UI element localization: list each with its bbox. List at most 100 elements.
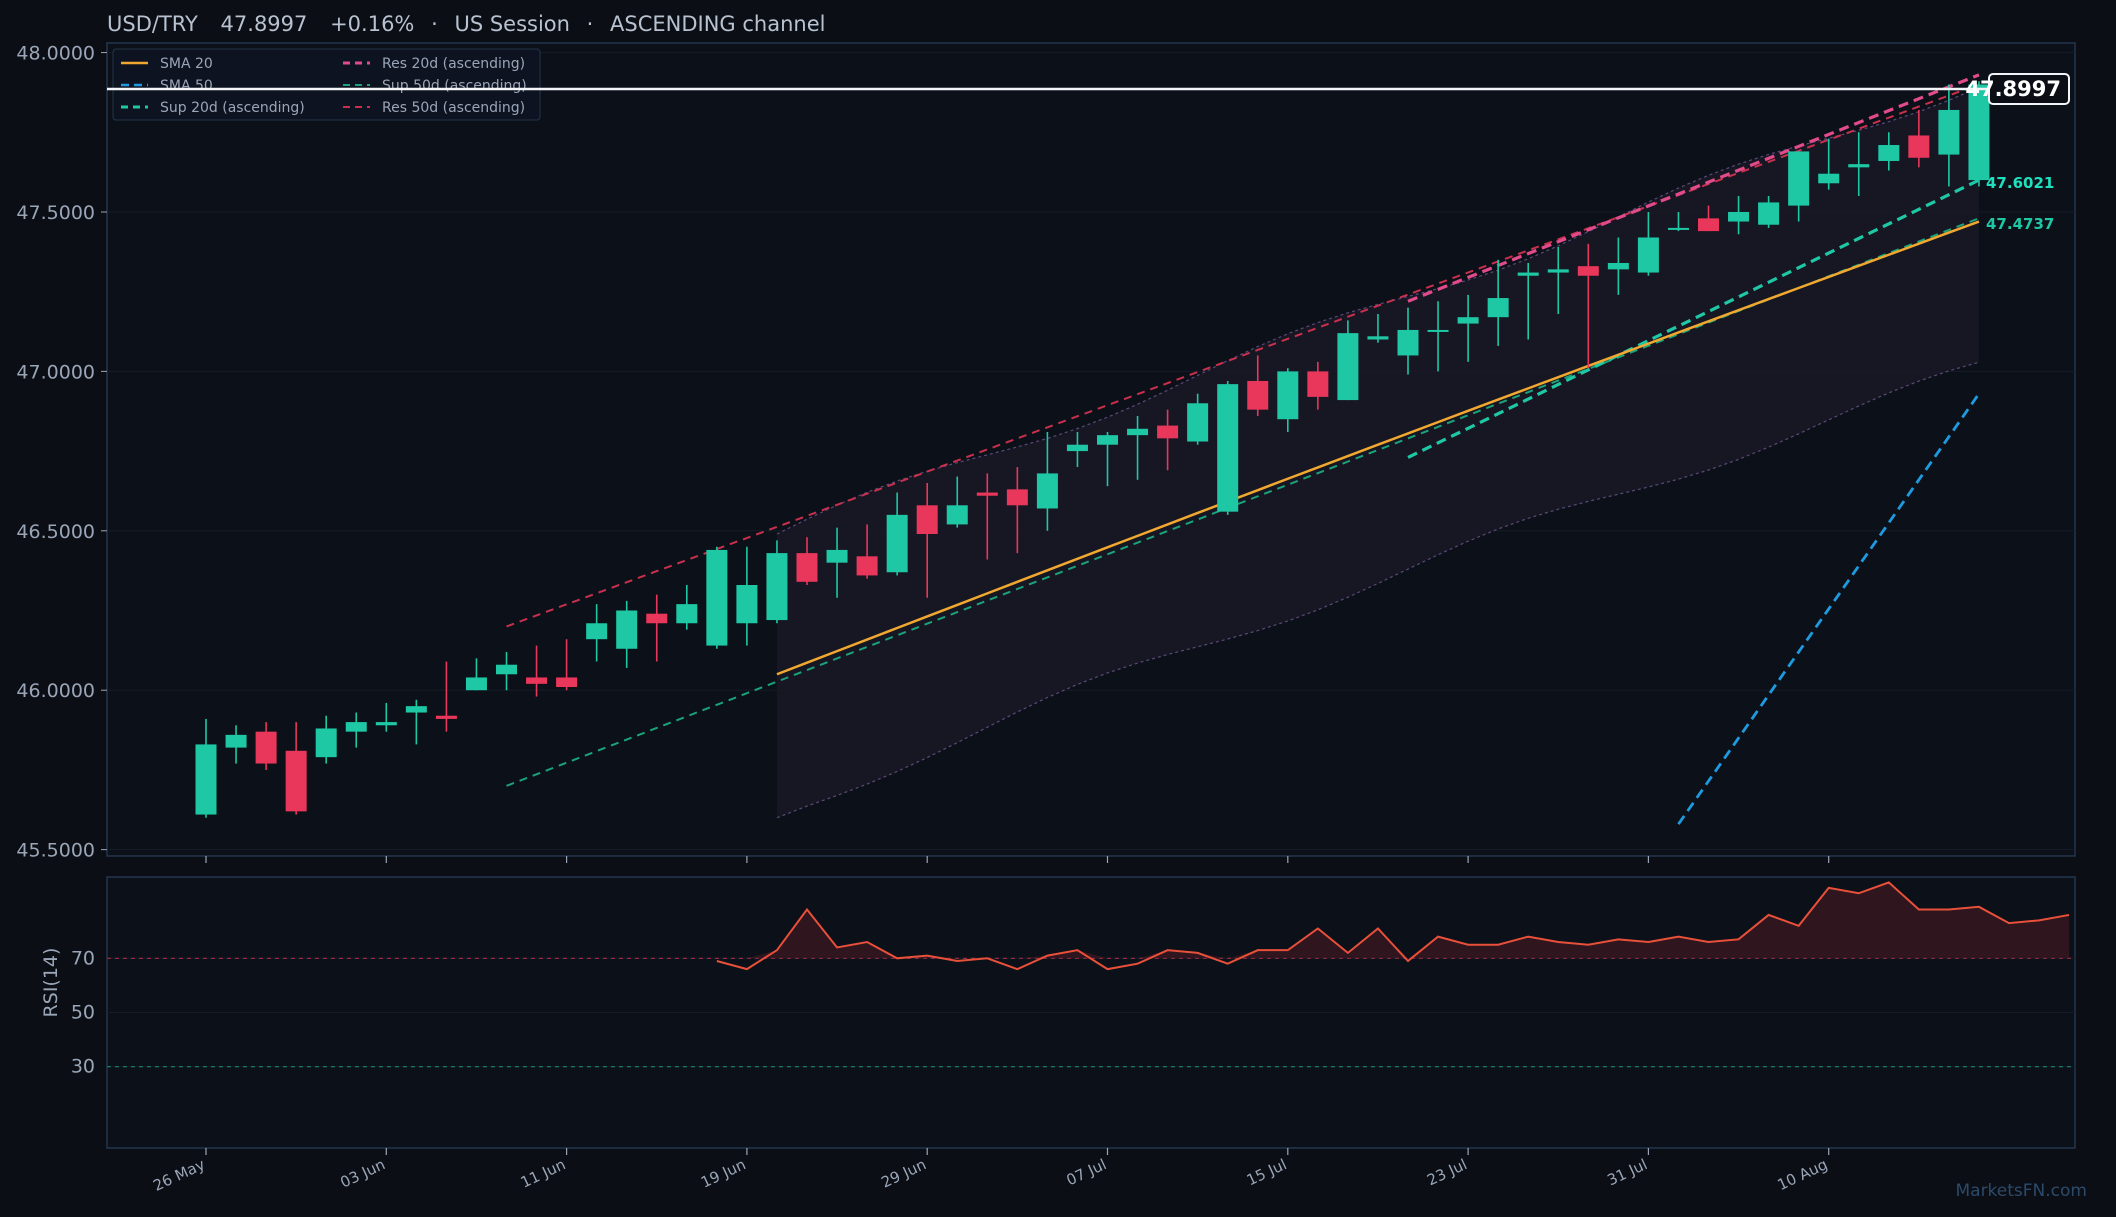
header-session: US Session <box>454 12 570 36</box>
candle <box>1097 431 1118 487</box>
sup50-line <box>506 217 1980 787</box>
candle <box>1337 320 1359 401</box>
candle-body <box>1607 262 1629 270</box>
candle-body <box>1637 237 1659 273</box>
header-separator: · <box>431 12 438 36</box>
candle-body <box>1547 269 1569 273</box>
candle <box>1457 294 1479 362</box>
candle <box>1487 259 1509 346</box>
legend-label-sup20: Sup 20d (ascending) <box>160 100 305 116</box>
legend: SMA 20 SMA 50 Sup 20d (ascending) Res 20… <box>112 48 541 121</box>
header-symbol: USD/TRY <box>107 12 198 36</box>
candle <box>1397 307 1419 375</box>
candle <box>766 540 788 624</box>
candle <box>1367 314 1389 343</box>
candle-body <box>736 585 758 624</box>
candle-body <box>1487 298 1509 318</box>
candle <box>1848 132 1870 197</box>
candle-body <box>345 722 367 732</box>
candle-body <box>1277 371 1299 420</box>
candle <box>465 658 487 691</box>
candle <box>315 715 337 764</box>
chart-header: USD/TRY 47.8997 +0.16% · US Session · AS… <box>107 12 825 36</box>
candle-body <box>1066 444 1088 452</box>
candle <box>826 527 848 598</box>
candle-body <box>225 734 247 748</box>
candle-body <box>1427 329 1449 332</box>
candle-body <box>706 549 728 646</box>
price-tick-label: 46.0000 <box>16 680 95 702</box>
candle-body <box>1938 109 1960 155</box>
candle-body <box>1908 135 1930 158</box>
candle <box>856 524 878 579</box>
candle <box>646 594 668 662</box>
price-tick-label: 46.5000 <box>16 521 95 543</box>
candle <box>1547 247 1569 314</box>
candle <box>435 661 457 732</box>
candle <box>1307 361 1329 410</box>
candle-body <box>1878 145 1900 161</box>
level-label-sma20: 47.4737 <box>1986 215 2054 233</box>
candle-body <box>405 706 427 713</box>
rsi-tick-label: 70 <box>71 947 95 969</box>
candle <box>946 476 968 528</box>
last-price-box <box>1988 73 2070 105</box>
candle-body <box>1367 336 1389 340</box>
candle <box>736 546 758 646</box>
header-price: 47.8997 <box>221 12 308 36</box>
band-lower-line <box>776 361 1980 819</box>
candle <box>1217 380 1239 515</box>
sma50-line <box>1677 392 1981 825</box>
candle <box>1427 301 1449 372</box>
candle <box>976 473 998 560</box>
candle <box>375 702 397 732</box>
candle-body <box>1788 151 1810 206</box>
candle <box>916 482 938 598</box>
candle <box>1938 84 1960 187</box>
candle <box>886 492 908 576</box>
rsi-overbought-fill <box>716 882 2070 959</box>
candle <box>1157 409 1179 471</box>
candle-body <box>1758 202 1780 225</box>
band-fill <box>776 87 1979 818</box>
candle <box>1607 237 1629 295</box>
candle-body <box>1247 380 1269 410</box>
candle-body <box>1698 218 1719 232</box>
candle <box>676 585 698 630</box>
candle-body <box>1127 428 1149 436</box>
candle <box>586 604 608 662</box>
candle-body <box>886 514 908 573</box>
candle <box>345 712 367 748</box>
price-tick-label: 45.5000 <box>16 840 95 862</box>
rsi-plot: 30 50 70 RSI(14) <box>40 881 2075 1078</box>
rsi-tick-label: 30 <box>71 1056 95 1078</box>
candle-body <box>1728 211 1750 222</box>
candle <box>616 600 638 668</box>
legend-label-res50: Res 50d (ascending) <box>382 100 525 116</box>
candle-body <box>1006 489 1028 506</box>
candle-body <box>856 556 878 576</box>
candle <box>496 651 517 691</box>
candle <box>556 639 578 691</box>
candle <box>1577 243 1599 369</box>
candle <box>1788 151 1810 222</box>
level-label-sup20: 47.6021 <box>1986 174 2054 192</box>
candle <box>796 537 818 585</box>
sma20-line <box>776 220 1980 676</box>
candle <box>1908 109 1930 168</box>
candle-body <box>1457 317 1479 324</box>
candle <box>1187 393 1209 445</box>
header-channel: ASCENDING channel <box>610 12 825 36</box>
candle-body <box>195 744 217 815</box>
candle-body <box>586 623 608 640</box>
legend-label-sma50: SMA 50 <box>160 78 213 94</box>
legend-label-sup50: Sup 50d (ascending) <box>382 78 527 94</box>
candle-body <box>1667 227 1689 230</box>
sup20-line <box>1407 178 1980 459</box>
candle <box>1277 368 1299 432</box>
price-tick-label: 47.0000 <box>16 361 95 383</box>
candle <box>1247 355 1269 417</box>
candle <box>526 645 548 697</box>
candle-body <box>375 722 397 726</box>
